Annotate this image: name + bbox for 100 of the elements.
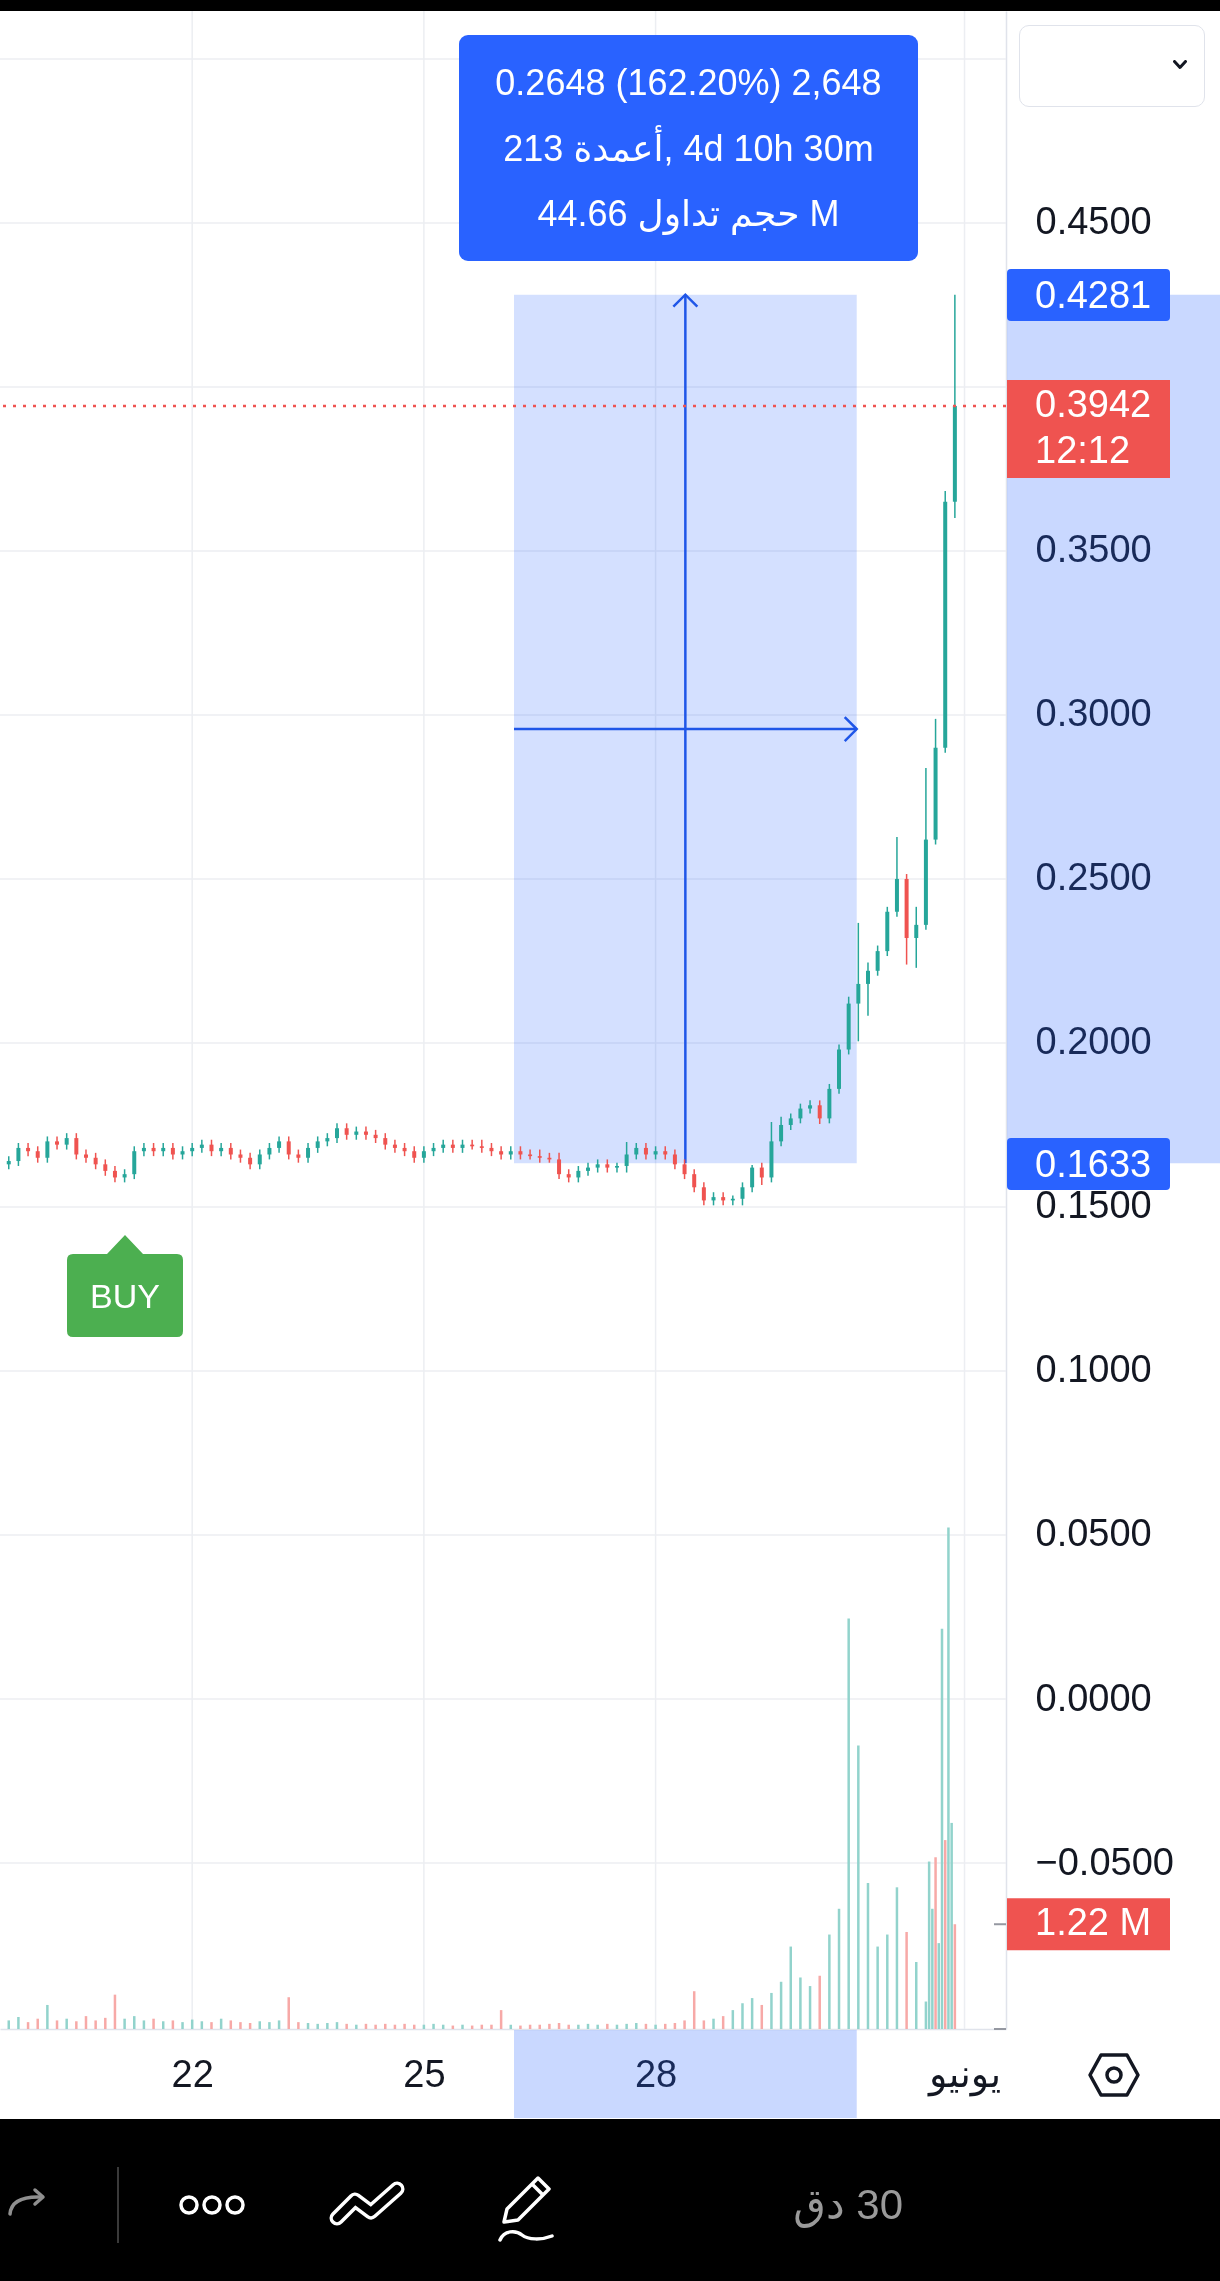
candlestick bbox=[750, 1164, 755, 1193]
bar bbox=[770, 1992, 773, 2029]
bar bbox=[905, 1931, 908, 2029]
bar bbox=[519, 2025, 522, 2029]
bar bbox=[461, 2024, 464, 2029]
candlestick bbox=[141, 1142, 146, 1157]
y-tick-label: 0.2500 bbox=[1035, 856, 1152, 899]
y-tick-label: 0.4500 bbox=[1035, 200, 1152, 243]
candlestick bbox=[779, 1116, 784, 1148]
text: 0.1633 bbox=[1035, 1142, 1152, 1187]
bar bbox=[403, 2023, 406, 2029]
bar bbox=[316, 2023, 319, 2029]
y-tick-label: −0.0500 bbox=[1035, 1840, 1174, 1883]
candlestick bbox=[219, 1142, 224, 1157]
bar bbox=[625, 2023, 628, 2029]
bar bbox=[133, 2016, 136, 2029]
candlestick bbox=[26, 1142, 31, 1157]
bar bbox=[548, 2023, 551, 2029]
bar bbox=[432, 2023, 435, 2029]
bar bbox=[567, 2024, 570, 2029]
candlestick bbox=[16, 1142, 21, 1167]
bar bbox=[65, 2018, 68, 2029]
candlestick bbox=[45, 1135, 50, 1164]
candlestick bbox=[199, 1138, 204, 1154]
candlestick bbox=[74, 1132, 79, 1161]
candlestick bbox=[682, 1158, 687, 1180]
text: 30 دق bbox=[793, 2180, 903, 2230]
candlestick bbox=[865, 961, 870, 1017]
bar bbox=[36, 2018, 39, 2029]
candlestick bbox=[875, 944, 880, 977]
candlestick bbox=[190, 1142, 195, 1157]
bar bbox=[374, 2024, 377, 2029]
candlestick bbox=[856, 922, 861, 1043]
candlestick bbox=[55, 1135, 60, 1151]
bar bbox=[577, 2024, 580, 2029]
bar bbox=[384, 2023, 387, 2029]
bar bbox=[799, 1977, 802, 2029]
bar bbox=[17, 2016, 20, 2029]
bar bbox=[75, 2021, 78, 2029]
candlestick bbox=[586, 1161, 591, 1177]
candlestick bbox=[528, 1148, 533, 1161]
bar bbox=[152, 2018, 155, 2029]
bar bbox=[538, 2024, 541, 2029]
y-tick-label: 0.3000 bbox=[1035, 692, 1152, 735]
candlestick bbox=[286, 1135, 291, 1161]
bar bbox=[741, 2003, 744, 2029]
candlestick bbox=[672, 1148, 677, 1170]
candlestick bbox=[441, 1138, 446, 1154]
candlestick bbox=[363, 1125, 368, 1141]
bar bbox=[287, 1997, 290, 2029]
y2-tick-label: 1.22 M bbox=[1035, 1901, 1152, 1944]
bar bbox=[683, 2020, 686, 2029]
text: 0.4281 bbox=[1035, 273, 1152, 318]
bar bbox=[915, 1962, 918, 2029]
x-tick-label: 28 bbox=[634, 2052, 678, 2095]
annotation: 0.2648 (162.20%) 2,648 bbox=[495, 62, 882, 103]
candlestick bbox=[161, 1142, 166, 1157]
bar bbox=[847, 1618, 850, 2029]
candlestick bbox=[479, 1138, 484, 1154]
annotation: حجم تداول 44.66 M bbox=[537, 193, 840, 234]
bar bbox=[828, 1934, 831, 2029]
x-tick-label: 25 bbox=[403, 2052, 446, 2095]
candlestick bbox=[759, 1161, 764, 1186]
candlestick bbox=[701, 1181, 706, 1207]
candlestick bbox=[817, 1099, 822, 1125]
bar bbox=[94, 2020, 97, 2029]
candlestick bbox=[392, 1138, 397, 1154]
candlestick bbox=[721, 1191, 726, 1207]
candlestick bbox=[508, 1145, 513, 1161]
bar bbox=[268, 2022, 271, 2029]
candlestick bbox=[808, 1099, 813, 1115]
bar bbox=[857, 1745, 860, 2029]
bar bbox=[326, 2022, 329, 2029]
bar bbox=[635, 2022, 638, 2029]
candlestick bbox=[257, 1148, 262, 1170]
annotation: BUY bbox=[89, 1276, 161, 1316]
bar bbox=[490, 2024, 493, 2029]
candlestick bbox=[6, 1155, 11, 1170]
y-tick-label: 0.0500 bbox=[1035, 1512, 1152, 1555]
candlestick bbox=[614, 1161, 619, 1174]
candlestick bbox=[306, 1142, 311, 1164]
bar bbox=[596, 2024, 599, 2029]
bar bbox=[345, 2023, 348, 2029]
bar bbox=[876, 1946, 879, 2029]
candlestick bbox=[557, 1152, 562, 1180]
bar bbox=[297, 2022, 300, 2029]
x-tick-label: 22 bbox=[171, 2052, 214, 2095]
bar bbox=[46, 2004, 49, 2029]
bar bbox=[654, 2024, 657, 2029]
y-tick-label: 0.2000 bbox=[1035, 1020, 1152, 1063]
y-tick-label: 0.0000 bbox=[1035, 1676, 1152, 1719]
candlestick bbox=[450, 1138, 455, 1154]
bar bbox=[239, 2022, 242, 2029]
bar bbox=[104, 2017, 107, 2029]
candlestick bbox=[499, 1145, 504, 1161]
bar bbox=[123, 2018, 126, 2029]
bar bbox=[606, 2023, 609, 2029]
y-tick-label: 0.3500 bbox=[1035, 528, 1152, 571]
bar bbox=[181, 2022, 184, 2029]
candlestick bbox=[798, 1102, 803, 1125]
